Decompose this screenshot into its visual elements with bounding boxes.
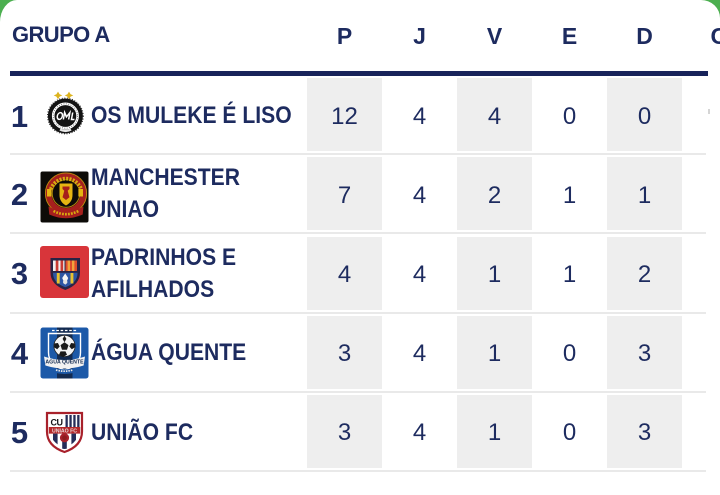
svg-text:CU: CU: [51, 418, 63, 428]
svg-text:AGUA QUENTE: AGUA QUENTE: [45, 359, 84, 365]
svg-text:UNIAO FC: UNIAO FC: [52, 428, 77, 434]
